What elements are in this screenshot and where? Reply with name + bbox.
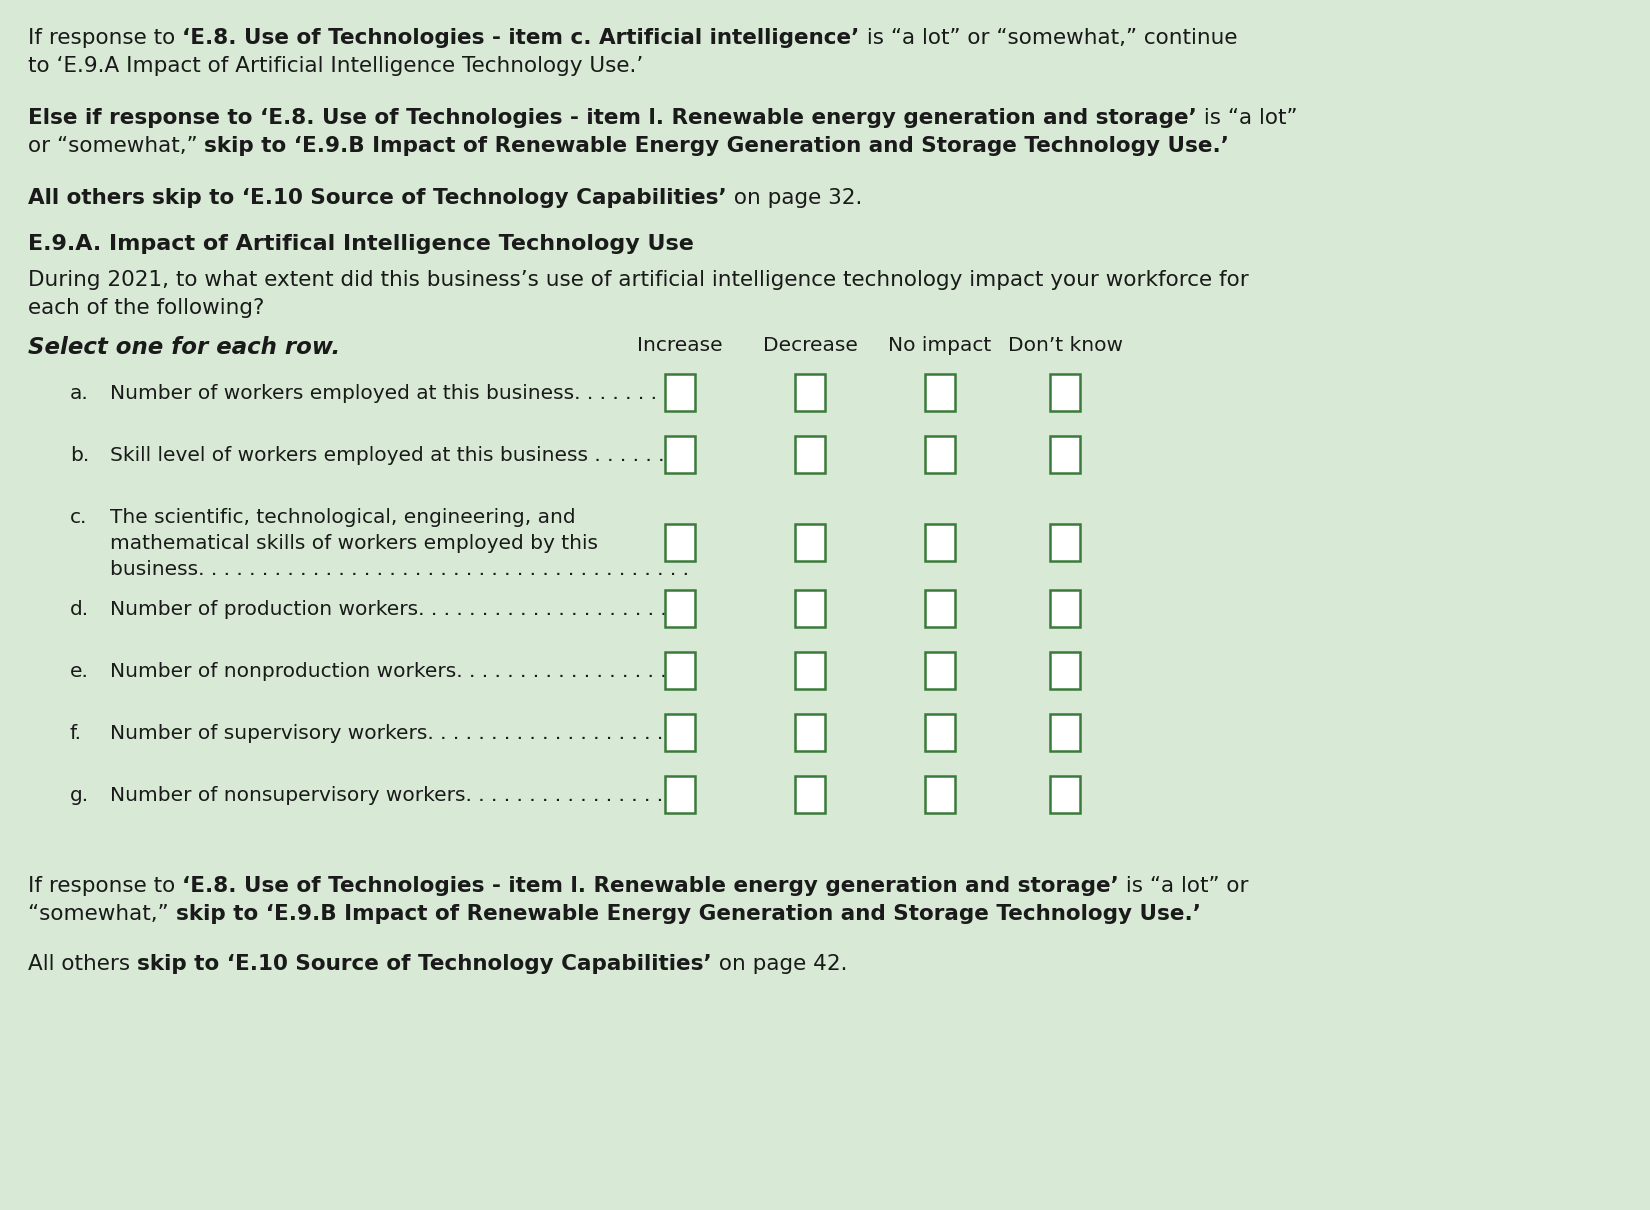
Text: to ‘E.9.A Impact of Artificial Intelligence Technology Use.’: to ‘E.9.A Impact of Artificial Intellige… [28,56,644,76]
Text: Number of production workers. . . . . . . . . . . . . . . . . . . . . .: Number of production workers. . . . . . … [111,600,693,620]
Text: d.: d. [69,600,89,620]
Text: f.: f. [69,724,83,743]
FancyBboxPatch shape [665,776,695,812]
FancyBboxPatch shape [926,776,955,812]
FancyBboxPatch shape [926,374,955,410]
Text: c.: c. [69,508,87,528]
Text: is “a lot” or “somewhat,” continue: is “a lot” or “somewhat,” continue [860,28,1238,48]
FancyBboxPatch shape [665,374,695,410]
FancyBboxPatch shape [795,651,825,688]
FancyBboxPatch shape [665,714,695,750]
Text: on page 42.: on page 42. [711,953,846,974]
FancyBboxPatch shape [1049,436,1081,472]
Text: b.: b. [69,446,89,465]
Text: business. . . . . . . . . . . . . . . . . . . . . . . . . . . . . . . . . . . . : business. . . . . . . . . . . . . . . . … [111,560,690,580]
Text: Number of nonsupervisory workers. . . . . . . . . . . . . . . . .: Number of nonsupervisory workers. . . . … [111,786,676,805]
FancyBboxPatch shape [1049,651,1081,688]
Text: each of the following?: each of the following? [28,298,264,318]
FancyBboxPatch shape [665,651,695,688]
FancyBboxPatch shape [665,436,695,472]
Text: skip to ‘E.10 Source of Technology Capabilities’: skip to ‘E.10 Source of Technology Capab… [137,953,711,974]
Text: Else if response to ‘E.8. Use of Technologies - item l. Renewable energy generat: Else if response to ‘E.8. Use of Technol… [28,108,1196,128]
Text: is “a lot” or: is “a lot” or [1119,876,1249,895]
Text: Number of nonproduction workers. . . . . . . . . . . . . . . . . .: Number of nonproduction workers. . . . .… [111,662,680,681]
FancyBboxPatch shape [795,714,825,750]
Text: a.: a. [69,384,89,403]
Text: Skill level of workers employed at this business . . . . . . . .: Skill level of workers employed at this … [111,446,690,465]
Text: During 2021, to what extent did this business’s use of artificial intelligence t: During 2021, to what extent did this bus… [28,270,1249,290]
Text: or “somewhat,”: or “somewhat,” [28,136,205,156]
FancyBboxPatch shape [665,524,695,560]
FancyBboxPatch shape [926,651,955,688]
FancyBboxPatch shape [1049,714,1081,750]
FancyBboxPatch shape [926,714,955,750]
Text: g.: g. [69,786,89,805]
Text: skip to ‘E.9.B Impact of Renewable Energy Generation and Storage Technology Use.: skip to ‘E.9.B Impact of Renewable Energ… [175,904,1201,924]
Text: ‘E.8. Use of Technologies - item l. Renewable energy generation and storage’: ‘E.8. Use of Technologies - item l. Rene… [182,876,1119,895]
FancyBboxPatch shape [795,776,825,812]
Text: ‘E.8. Use of Technologies - item c. Artificial intelligence’: ‘E.8. Use of Technologies - item c. Arti… [182,28,860,48]
FancyBboxPatch shape [1049,776,1081,812]
Text: If response to: If response to [28,876,182,895]
Text: Decrease: Decrease [762,336,858,355]
Text: E.9.A. Impact of Artifical Intelligence Technology Use: E.9.A. Impact of Artifical Intelligence … [28,234,695,254]
Text: If response to: If response to [28,28,182,48]
Text: Select one for each row.: Select one for each row. [28,336,340,359]
FancyBboxPatch shape [795,589,825,627]
Text: skip to ‘E.10 Source of Technology Capabilities’: skip to ‘E.10 Source of Technology Capab… [152,188,728,208]
FancyBboxPatch shape [795,436,825,472]
FancyBboxPatch shape [1049,374,1081,410]
Text: skip to ‘E.9.B Impact of Renewable Energy Generation and Storage Technology Use.: skip to ‘E.9.B Impact of Renewable Energ… [205,136,1229,156]
Text: No impact: No impact [888,336,992,355]
FancyBboxPatch shape [795,374,825,410]
Text: The scientific, technological, engineering, and: The scientific, technological, engineeri… [111,508,576,528]
FancyBboxPatch shape [1049,524,1081,560]
Text: All others: All others [28,953,137,974]
FancyBboxPatch shape [1049,589,1081,627]
Text: Don’t know: Don’t know [1008,336,1122,355]
Text: All others: All others [28,188,152,208]
Text: on page 32.: on page 32. [728,188,863,208]
Text: is “a lot”: is “a lot” [1196,108,1297,128]
FancyBboxPatch shape [795,524,825,560]
Text: Number of workers employed at this business. . . . . . . . .: Number of workers employed at this busin… [111,384,683,403]
FancyBboxPatch shape [926,524,955,560]
Text: Number of supervisory workers. . . . . . . . . . . . . . . . . . . . .: Number of supervisory workers. . . . . .… [111,724,688,743]
FancyBboxPatch shape [665,589,695,627]
Text: “somewhat,”: “somewhat,” [28,904,175,924]
Text: Increase: Increase [637,336,723,355]
Text: e.: e. [69,662,89,681]
Text: mathematical skills of workers employed by this: mathematical skills of workers employed … [111,534,597,553]
FancyBboxPatch shape [926,436,955,472]
FancyBboxPatch shape [926,589,955,627]
